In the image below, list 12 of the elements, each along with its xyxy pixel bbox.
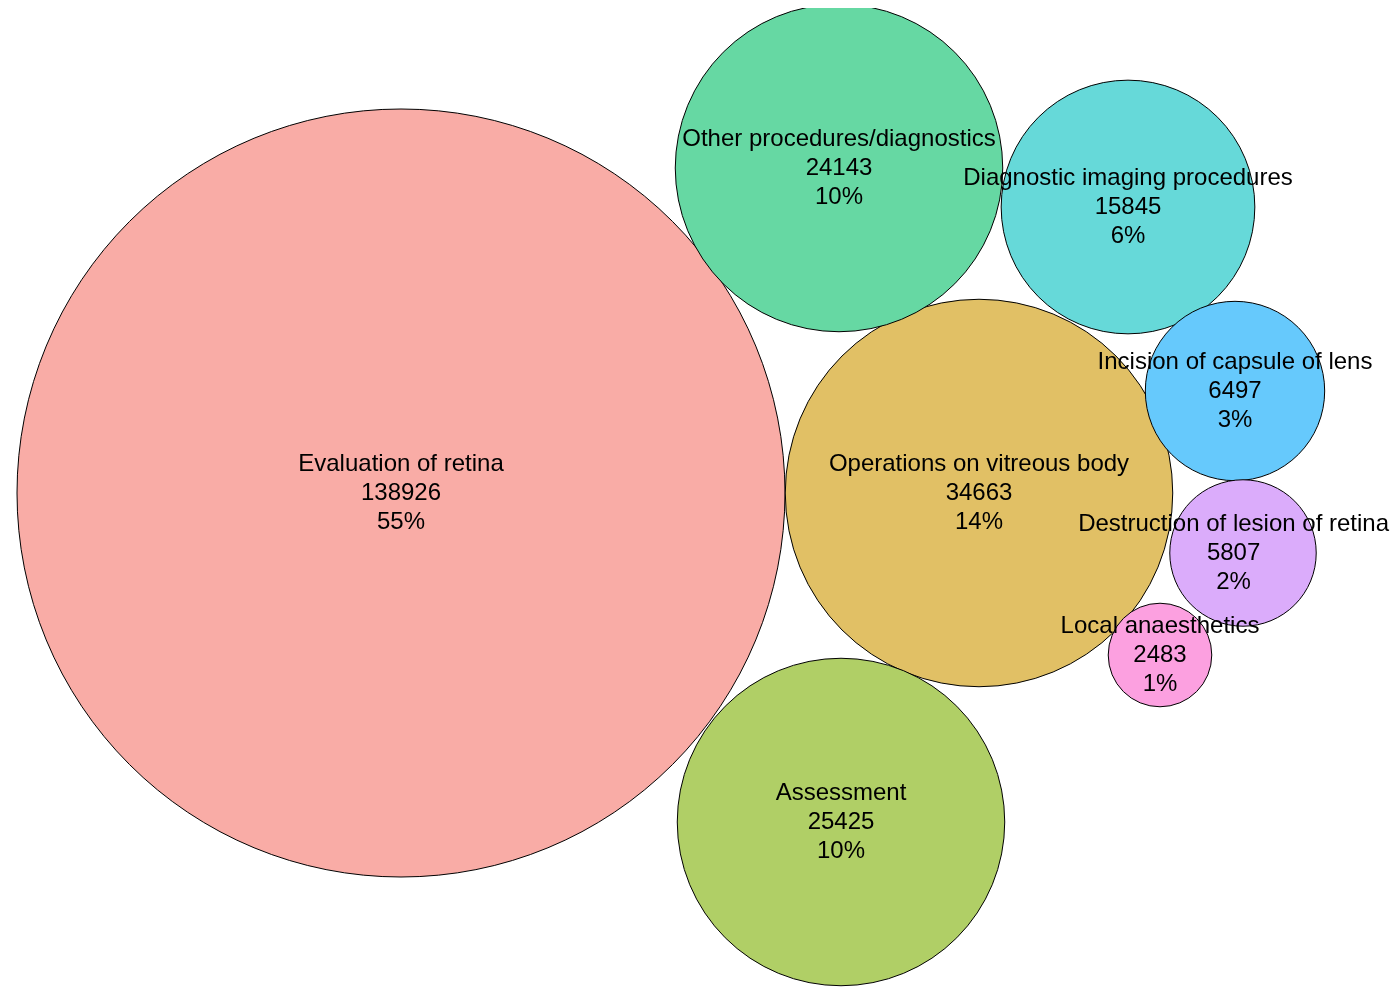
category-label: Evaluation of retina <box>298 448 505 476</box>
data-label: 24143 10% <box>805 152 873 209</box>
category-label: Other procedures/diagnostics <box>682 123 996 151</box>
data-label: 2483 1% <box>1133 639 1187 696</box>
data-label: 15845 6% <box>1094 191 1162 248</box>
data-label: 138926 55% <box>360 477 442 534</box>
data-label: 5807 2% <box>1206 537 1261 594</box>
data-label: 25425 10% <box>807 806 875 863</box>
category-label: Operations on vitreous body <box>828 448 1130 476</box>
data-label: 6497 3% <box>1208 375 1262 432</box>
category-label: Assessment <box>775 777 907 805</box>
data-label: 34663 14% <box>945 477 1013 534</box>
